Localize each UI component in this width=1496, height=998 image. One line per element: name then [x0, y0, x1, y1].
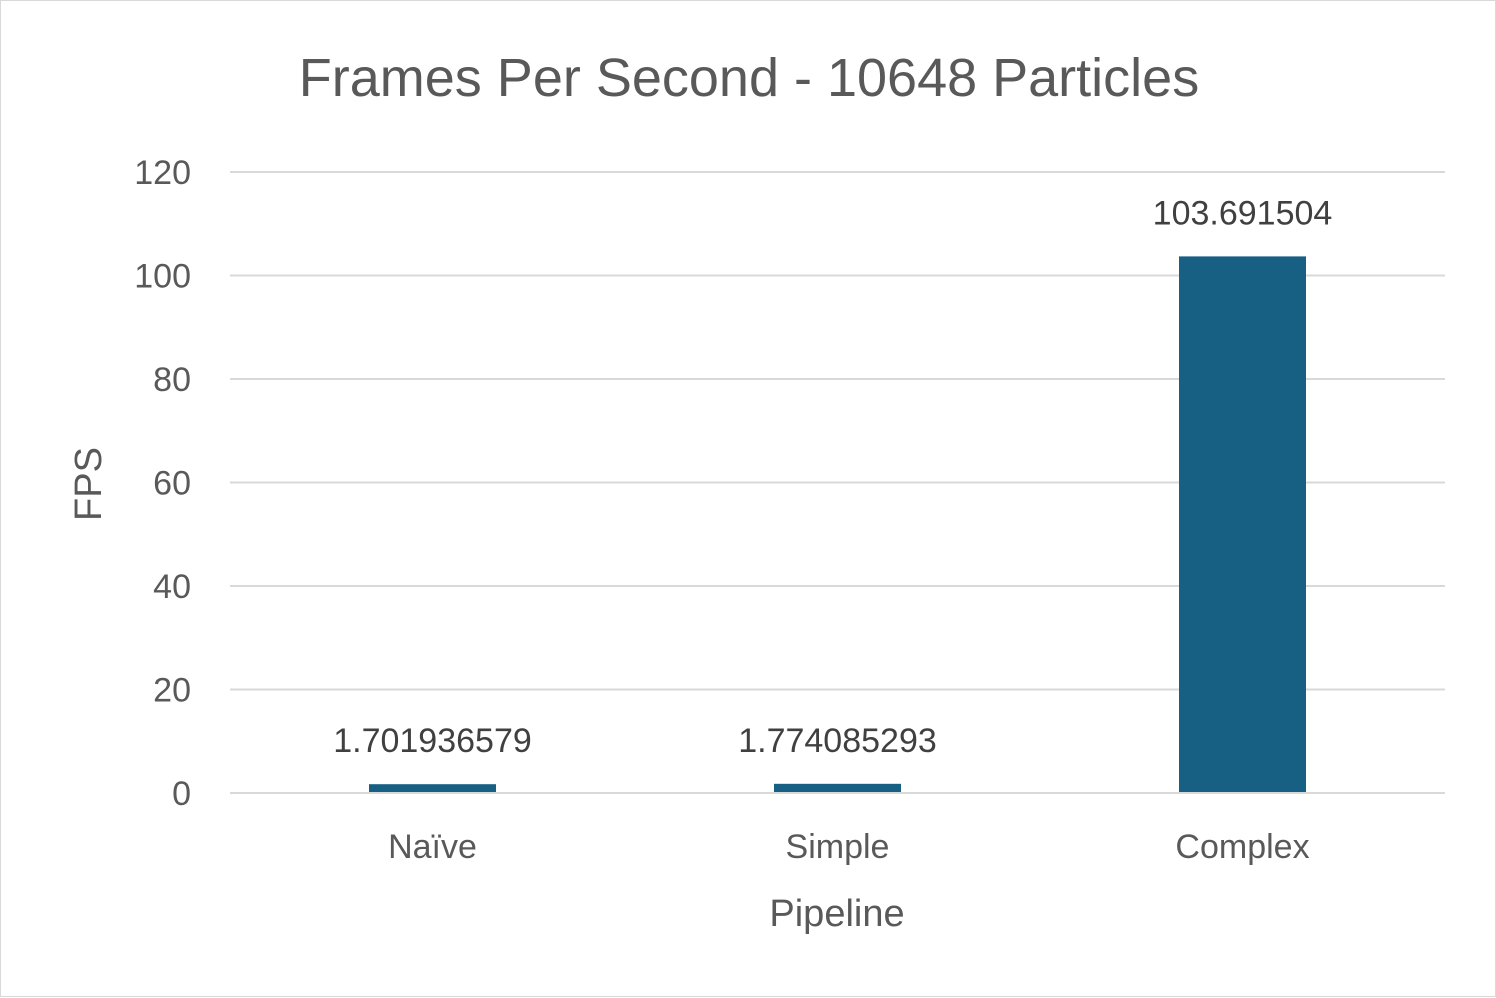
x-tick-label: Complex — [1175, 828, 1309, 866]
chart-title: Frames Per Second - 10648 Particles — [299, 48, 1199, 108]
y-axis-title: FPS — [68, 447, 110, 521]
y-tick-label: 100 — [134, 258, 191, 296]
x-tick-label: Simple — [786, 828, 890, 866]
data-labels: 1.701936579 1.774085293 103.691504 — [333, 194, 1332, 760]
y-axis-ticks: 0 20 40 60 80 100 120 — [134, 154, 191, 813]
data-label: 1.774085293 — [738, 722, 937, 760]
data-label: 1.701936579 — [333, 722, 532, 760]
y-tick-label: 40 — [153, 568, 191, 606]
bar-1 — [369, 784, 496, 793]
x-tick-label: Naïve — [388, 828, 477, 866]
y-tick-label: 0 — [172, 775, 191, 813]
data-label: 103.691504 — [1153, 194, 1333, 232]
bar-2 — [774, 783, 901, 793]
y-tick-label: 80 — [153, 361, 191, 399]
bar-3 — [1179, 256, 1306, 793]
y-tick-label: 120 — [134, 154, 191, 192]
x-axis-ticks: Naïve Simple Complex — [388, 828, 1310, 866]
bars — [369, 256, 1306, 793]
y-tick-label: 20 — [153, 672, 191, 710]
y-tick-label: 60 — [153, 465, 191, 503]
x-axis-title: Pipeline — [769, 893, 904, 935]
